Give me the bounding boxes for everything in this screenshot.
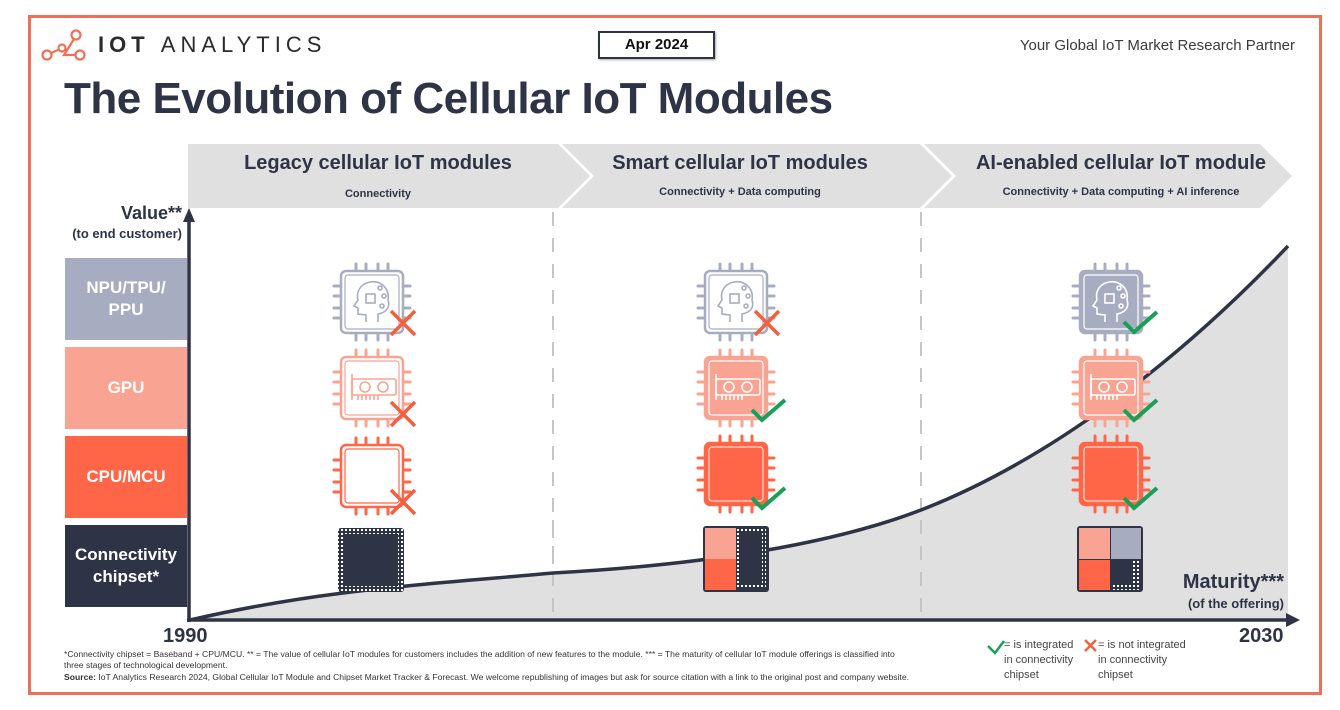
y-axis-subtitle: (to end customer): [72, 226, 182, 241]
x-axis-end-year: 2030: [1239, 625, 1284, 647]
network-nodes-icon: [41, 29, 86, 61]
y-axis-label: Value** (to end customer): [66, 203, 182, 241]
logo-bold: IOT: [98, 32, 150, 57]
smart-connectivity-chipset-icon: [703, 526, 769, 592]
label-box-cpu: [65, 436, 187, 518]
x-axis-arrow-icon: [1286, 613, 1300, 627]
label-box-connectivity: [65, 525, 187, 607]
footnote-line1: *Connectivity chipset = Baseband + CPU/M…: [64, 649, 895, 659]
legend-not-integrated-line1: = is not integrated: [1098, 639, 1186, 651]
legend-cross-icon: [1084, 639, 1097, 652]
date-badge: Apr 2024: [598, 31, 715, 59]
x-axis-label: Maturity*** (of the offering): [1183, 571, 1284, 611]
stage-subtitle-smart: Connectivity + Data computing: [659, 186, 821, 198]
ai-gpu-check-icon: [1122, 398, 1159, 423]
npu-line2: PPU: [108, 300, 144, 319]
x-axis-subtitle: (of the offering): [1187, 596, 1284, 611]
smart-cpu-check-icon: [750, 486, 787, 511]
page-title: The Evolution of Cellular IoT Modules: [64, 74, 833, 123]
connectivity-line2: chipset*: [92, 567, 160, 586]
graphics-card-icon: [351, 374, 397, 400]
ai-gpu-chip-icon: [1071, 348, 1151, 428]
stage-title-ai-enabled: AI-enabled cellular IoT module: [975, 152, 1267, 174]
legend-integrated-line2: in connectivity: [1004, 654, 1074, 666]
chevron-smart: [562, 144, 952, 208]
legacy-gpu-cross-icon: [389, 400, 417, 428]
component-label-cpu: CPU/MCU: [86, 466, 166, 486]
ai-connectivity-chipset-icon: [1077, 526, 1143, 592]
legend-not-integrated-line3: chipset: [1098, 669, 1133, 681]
label-box-gpu: [65, 347, 187, 429]
x-axis-title: Maturity***: [1182, 571, 1284, 593]
footnote-source: Source: IoT Analytics Research 2024, Glo…: [64, 672, 974, 683]
legacy-npu-cross-icon: [389, 309, 417, 337]
ai-cpu-check-icon: [1122, 486, 1159, 511]
legend-integrated: = is integrated in connectivity chipset: [1004, 638, 1073, 683]
maturity-area: [190, 246, 1288, 620]
stage-chevrons: [188, 144, 1292, 208]
connectivity-line1: Connectivity: [74, 544, 178, 564]
y-axis-title: Value**: [120, 203, 182, 223]
legend-integrated-line3: chipset: [1004, 669, 1039, 681]
npu-line1: NPU/TPU/: [86, 277, 166, 297]
legacy-connectivity-chipset-icon: [338, 528, 404, 592]
component-label-connectivity: Connectivity chipset*: [65, 525, 187, 607]
legacy-cpu-cross-icon: [389, 488, 417, 516]
infographic-frame: [28, 15, 1322, 695]
footnote: *Connectivity chipset = Baseband + CPU/M…: [64, 649, 974, 683]
smart-npu-chip-icon: [696, 262, 776, 342]
stage-title-smart: Smart cellular IoT modules: [612, 152, 868, 174]
legacy-cpu-chip-icon: [332, 436, 412, 516]
legend-not-integrated: = is not integrated in connectivity chip…: [1098, 638, 1186, 683]
ai-npu-check-icon: [1122, 310, 1159, 335]
ai-npu-chip-icon: [1071, 262, 1151, 342]
label-box-npu: [65, 258, 187, 340]
ai-cpu-chip-icon: [1071, 434, 1151, 514]
x-axis-start-year: 1990: [163, 625, 208, 647]
footnote-line2: three stages of technological developmen…: [64, 660, 228, 671]
smart-npu-cross-icon: [753, 309, 781, 337]
source-text: IoT Analytics Research 2024, Global Cell…: [96, 671, 909, 682]
legend-integrated-line1: = is integrated: [1004, 639, 1074, 651]
y-axis-arrow-icon: [183, 208, 195, 222]
chevron-legacy: [188, 144, 590, 208]
legacy-npu-chip-icon: [332, 262, 412, 342]
chevron-ai-enabled: [924, 144, 1292, 208]
stage-title-legacy: Legacy cellular IoT modules: [244, 152, 512, 174]
smart-gpu-check-icon: [750, 398, 787, 423]
legacy-gpu-chip-icon: [332, 348, 412, 428]
stage-subtitle-ai-enabled: Connectivity + Data computing + AI infer…: [1002, 186, 1240, 198]
smart-gpu-chip-icon: [696, 348, 776, 428]
legend-not-integrated-line2: in connectivity: [1098, 654, 1168, 666]
smart-cpu-chip-icon: [696, 434, 776, 514]
ai-head-icon: [352, 280, 390, 322]
tagline: Your Global IoT Market Research Partner: [1019, 37, 1295, 54]
logo-light: ANALYTICS: [160, 32, 327, 57]
source-label: Source:: [64, 671, 96, 682]
logo: IOT ANALYTICS: [40, 28, 326, 62]
component-label-npu: NPU/TPU/PPU: [65, 258, 187, 340]
stage-subtitle-legacy: Connectivity: [344, 188, 411, 200]
legend-check-icon: [987, 640, 1005, 655]
component-label-gpu: GPU: [107, 377, 145, 397]
